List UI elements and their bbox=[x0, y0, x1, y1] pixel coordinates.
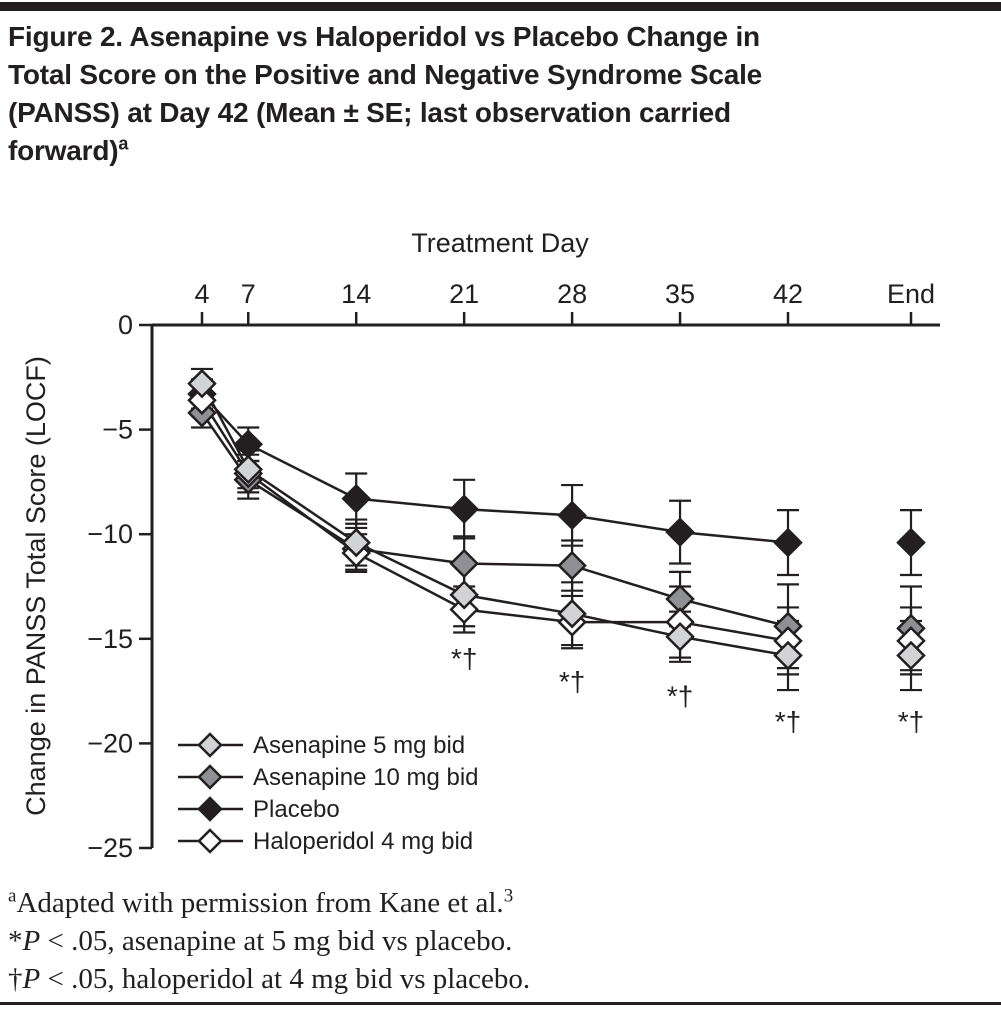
error-bars-haloperidol-4-mg-bid bbox=[191, 383, 922, 676]
legend-marker-placebo bbox=[197, 796, 223, 822]
series-markers-asenapine-10-mg-bid bbox=[187, 398, 926, 644]
significance-marker: *† bbox=[775, 706, 801, 737]
footnote-asterisk: *P < .05, asenapine at 5 mg bid vs place… bbox=[8, 925, 513, 957]
data-point-marker-asenapine-10-mg-bid bbox=[557, 550, 587, 581]
line-asenapine-5-mg-bid bbox=[200, 382, 789, 657]
series-markers-asenapine-5-mg-bid bbox=[187, 368, 926, 671]
legend-item-asenapine-10-mg-bid: Asenapine 10 mg bid bbox=[178, 764, 479, 791]
legend-label: Asenapine 10 mg bid bbox=[253, 764, 479, 791]
x-tick-label: 28 bbox=[557, 279, 587, 309]
y-tick-label: −5 bbox=[102, 415, 133, 445]
series-line-asenapine-5-mg-bid bbox=[200, 382, 789, 657]
data-point-marker-placebo bbox=[665, 517, 695, 547]
data-point-marker-placebo bbox=[896, 527, 926, 558]
footnote-superscript: a bbox=[8, 885, 17, 907]
y-tick-label: 0 bbox=[118, 310, 133, 340]
x-tick-label: 14 bbox=[341, 279, 371, 309]
legend-item-placebo: Placebo bbox=[178, 796, 340, 823]
data-point-marker-asenapine-5-mg-bid bbox=[557, 598, 587, 629]
legend-marker-haloperidol-4-mg-bid bbox=[197, 828, 223, 854]
x-tick-label: 7 bbox=[241, 279, 256, 309]
figure-title-line: (PANSS) at Day 42 (Mean ± SE; last obser… bbox=[8, 97, 731, 128]
legend-marker-asenapine-5-mg-bid bbox=[197, 732, 223, 758]
data-point-marker-asenapine-5-mg-bid bbox=[187, 368, 217, 399]
figure-title: Figure 2. Asenapine vs Haloperidol vs Pl… bbox=[8, 18, 996, 170]
y-tick-label: −10 bbox=[87, 519, 133, 549]
data-point-marker-asenapine-5-mg-bid bbox=[665, 621, 695, 652]
data-point-marker-placebo bbox=[341, 483, 371, 514]
footnote-adapted: aAdapted with permission from Kane et al… bbox=[8, 885, 514, 919]
y-axis-title: Change in PANSS Total Score (LOCF) bbox=[21, 356, 51, 816]
x-axis-tick-labels: 4 7 14 21 28 35 42 End bbox=[194, 279, 935, 309]
y-tick-label: −25 bbox=[87, 833, 133, 863]
footnote-dagger: †P < .05, haloperidol at 4 mg bid vs pla… bbox=[8, 963, 531, 995]
data-point-marker-placebo bbox=[557, 500, 587, 531]
x-tick-label: 4 bbox=[194, 279, 209, 309]
error-bars-placebo bbox=[191, 378, 922, 577]
figure-title-line: Total Score on the Positive and Negative… bbox=[8, 59, 763, 90]
figure-title-line: Figure 2. Asenapine vs Haloperidol vs Pl… bbox=[8, 21, 760, 52]
series-markers-haloperidol-4-mg-bid bbox=[187, 385, 926, 656]
data-point-marker-asenapine-5-mg-bid bbox=[449, 580, 479, 610]
footnote-reference-superscript: 3 bbox=[503, 885, 514, 907]
legend-marker-asenapine-10-mg-bid bbox=[197, 764, 223, 790]
significance-annotations: *† *† *† *† *† bbox=[451, 643, 924, 737]
data-point-marker-asenapine-5-mg-bid bbox=[233, 454, 264, 485]
figure-title-superscript: a bbox=[118, 133, 129, 154]
legend-label: Placebo bbox=[253, 796, 340, 823]
significance-marker: *† bbox=[559, 666, 585, 697]
series-line-asenapine-10-mg-bid bbox=[200, 412, 789, 628]
error-bars-asenapine-5-mg-bid bbox=[191, 367, 922, 692]
footnotes: aAdapted with permission from Kane et al… bbox=[8, 884, 993, 998]
data-point-marker-haloperidol-4-mg-bid bbox=[187, 385, 217, 416]
significance-marker: *† bbox=[667, 681, 693, 712]
x-tick-label: 21 bbox=[449, 279, 479, 309]
x-tick-label: End bbox=[887, 279, 935, 309]
error-bars-asenapine-10-mg-bid bbox=[191, 397, 922, 672]
x-axis-label: Treatment Day bbox=[411, 228, 589, 258]
axes bbox=[150, 323, 940, 848]
data-point-marker-placebo bbox=[773, 527, 803, 558]
data-point-marker-asenapine-5-mg-bid bbox=[341, 527, 371, 558]
legend-label: Haloperidol 4 mg bid bbox=[253, 828, 473, 855]
line-placebo bbox=[201, 393, 789, 544]
series-markers-placebo bbox=[187, 379, 926, 558]
x-axis-ticks bbox=[200, 312, 913, 325]
y-axis-ticks bbox=[139, 323, 152, 850]
data-point-marker-asenapine-5-mg-bid bbox=[896, 640, 926, 671]
legend-label: Asenapine 5 mg bid bbox=[253, 732, 465, 759]
bottom-rule-bar bbox=[0, 1002, 1001, 1005]
data-point-marker-asenapine-5-mg-bid bbox=[773, 640, 803, 671]
legend-item-asenapine-5-mg-bid: Asenapine 5 mg bid bbox=[178, 732, 465, 759]
x-tick-label: 42 bbox=[773, 279, 803, 309]
y-axis-tick-labels: 0 −5 −10 −15 −20 −25 bbox=[87, 310, 133, 863]
y-tick-label: −15 bbox=[87, 624, 133, 654]
significance-marker: *† bbox=[898, 706, 924, 737]
y-axis-label: Change in PANSS Total Score (LOCF) bbox=[21, 356, 51, 816]
series-line-placebo bbox=[201, 393, 789, 544]
data-point-marker-asenapine-10-mg-bid bbox=[449, 548, 479, 579]
x-axis-title: Treatment Day bbox=[411, 228, 589, 258]
legend: Asenapine 5 mg bid Asenapine 10 mg bid Pla… bbox=[178, 732, 479, 855]
x-tick-label: 35 bbox=[665, 279, 695, 309]
figure-title-line: forward) bbox=[8, 135, 119, 166]
legend-item-haloperidol-4-mg-bid: Haloperidol 4 mg bid bbox=[178, 828, 473, 855]
top-rule-bar bbox=[0, 2, 1001, 11]
line-asenapine-10-mg-bid bbox=[200, 412, 789, 628]
significance-marker: *† bbox=[451, 643, 477, 674]
data-point-marker-placebo bbox=[449, 494, 479, 524]
y-tick-label: −20 bbox=[87, 728, 133, 758]
